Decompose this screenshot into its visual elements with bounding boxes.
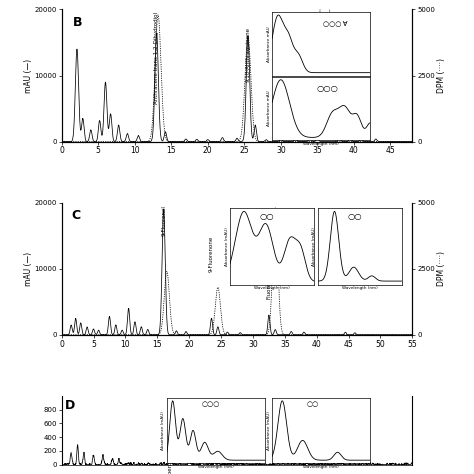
Text: D: D <box>65 399 75 412</box>
Y-axis label: DPM (····): DPM (····) <box>437 251 446 286</box>
Text: Dibenzothiophene-Sulfoxide: Dibenzothiophene-Sulfoxide <box>167 401 173 474</box>
Text: B: B <box>73 16 82 29</box>
Text: Fluorene: Fluorene <box>266 275 272 299</box>
Text: 9,10-Anthraquinone: 9,10-Anthraquinone <box>246 27 250 82</box>
Text: C: C <box>71 209 80 222</box>
Y-axis label: mAU (—): mAU (—) <box>24 252 33 286</box>
Text: 9-Fluorenone: 9-Fluorenone <box>209 236 214 272</box>
Text: 9-Fluorenol: 9-Fluorenol <box>161 205 166 236</box>
Y-axis label: mAU (—): mAU (—) <box>24 58 33 92</box>
Y-axis label: DPM (····): DPM (····) <box>437 58 446 93</box>
Text: Anthracene trans-1,2-Dihydrodiol: Anthracene trans-1,2-Dihydrodiol <box>154 12 159 104</box>
Text: Anthracene: Anthracene <box>322 36 327 68</box>
